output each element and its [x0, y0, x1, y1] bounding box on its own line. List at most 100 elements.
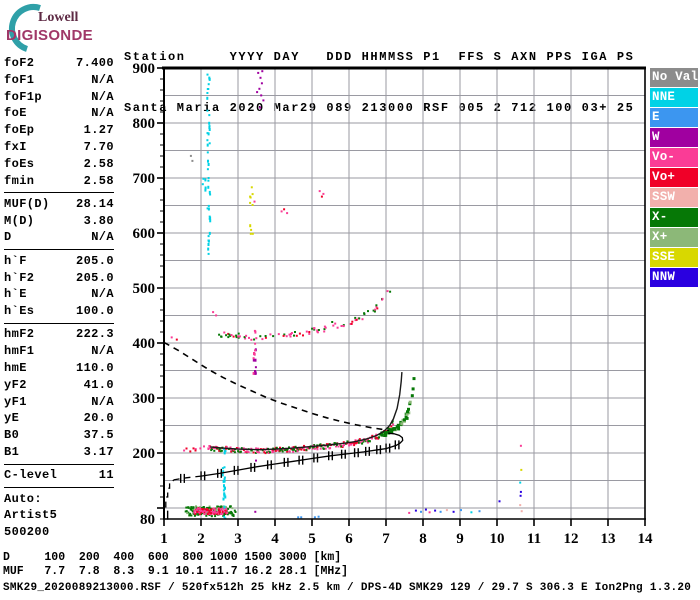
param-value: 37.5: [83, 428, 114, 443]
param-value: 1.27: [83, 123, 114, 138]
param-row-yF1: yF1 N/A: [4, 395, 114, 412]
lowell-digisonde-logo: Lowell DIGISONDE: [2, 2, 117, 54]
param-name: foF1p: [4, 89, 43, 104]
x-tick-label: 7: [382, 531, 390, 547]
param-value: N/A: [91, 344, 114, 359]
param-name: Artist5: [4, 508, 58, 523]
param-row-Auto: Auto:: [4, 492, 114, 509]
x-tick-label: 1: [160, 531, 168, 547]
grid-lines: [164, 68, 645, 519]
param-name: hmF2: [4, 327, 35, 342]
param-row-hmE: hmE 110.0: [4, 361, 114, 378]
legend-item-Vo-: Vo-: [650, 148, 698, 167]
param-row-Clevel: C-level 11: [4, 468, 114, 485]
x-tick-label: 11: [527, 531, 541, 547]
param-row-foF2: foF2 7.400: [4, 56, 114, 73]
param-divider: [4, 322, 114, 324]
legend-item-SSE: SSE: [650, 248, 698, 267]
param-row-hF: h`F 205.0: [4, 254, 114, 271]
x-tick-label: 3: [234, 531, 242, 547]
param-row-yF2: yF2 41.0: [4, 378, 114, 395]
param-name: M(D): [4, 213, 35, 228]
curve-transmission-curve-start: [173, 475, 202, 481]
param-row-hE: h`E N/A: [4, 287, 114, 304]
y-tick-label: 300: [133, 391, 156, 407]
param-value: 2.58: [83, 173, 114, 188]
x-tick-label: 8: [419, 531, 427, 547]
param-row-fmin: fmin 2.58: [4, 174, 114, 191]
param-value: 205.0: [75, 253, 114, 268]
param-value: N/A: [91, 72, 114, 87]
header-field-labels: Station YYYY DAY DDD HHMMSS P1 FFS S AXN…: [124, 50, 635, 64]
param-name: yF1: [4, 394, 27, 409]
param-name: foEs: [4, 156, 35, 171]
y-tick-label: 80: [140, 512, 155, 528]
status-line: SMK29_2020089213000.RSF / 520fx512h 25 k…: [3, 582, 692, 594]
legend-item-E: E: [650, 108, 698, 127]
param-value: 41.0: [83, 377, 114, 392]
param-value: 7.400: [75, 56, 114, 70]
param-value: N/A: [91, 287, 114, 302]
param-name: D: [4, 230, 12, 245]
curve-o-model-line: [210, 372, 403, 451]
station-header: Station YYYY DAY DDD HHMMSS P1 FFS S AXN…: [124, 15, 634, 151]
header-field-values: Santa Maria 2020 Mar29 089 213000 RSF 00…: [124, 101, 635, 115]
y-tick-label: 400: [133, 336, 156, 352]
y-tick-label: 900: [133, 61, 156, 77]
param-value: N/A: [91, 230, 114, 245]
x-tick-label: 9: [456, 531, 464, 547]
param-row-hEs: h`Es 100.0: [4, 304, 114, 321]
param-row-yE: yE 20.0: [4, 411, 114, 428]
y-tick-label: 200: [133, 446, 156, 462]
param-name: h`F: [4, 253, 27, 268]
param-row-fxI: fxI 7.70: [4, 140, 114, 157]
y-tick-label: 700: [133, 171, 156, 187]
param-divider: [4, 463, 114, 465]
param-value: 28.14: [75, 196, 114, 211]
param-row-Artist5: Artist5: [4, 508, 114, 525]
param-name: yE: [4, 411, 20, 426]
d-muf-table: D 100 200 400 600 800 1000 1500 3000 [km…: [3, 551, 349, 578]
param-value: 2.58: [83, 156, 114, 171]
param-value: N/A: [91, 394, 114, 409]
logo-arc-icon: [9, 4, 41, 52]
param-name: h`E: [4, 287, 27, 302]
param-name: h`Es: [4, 304, 35, 319]
param-name: fxI: [4, 139, 27, 154]
param-value: 110.0: [75, 361, 114, 376]
param-name: yF2: [4, 377, 27, 392]
noise-layer: [170, 70, 523, 520]
echo-dots-layer: [170, 70, 523, 520]
x-tick-label: 10: [490, 531, 505, 547]
logo-digisonde-text: DIGISONDE: [6, 27, 93, 44]
param-value: 3.80: [83, 213, 114, 228]
param-row-hmF1: hmF1 N/A: [4, 344, 114, 361]
param-name: foEp: [4, 123, 35, 138]
param-value: 20.0: [83, 411, 114, 426]
parameter-panel: foF2 7.400 foF1 N/A foF1p N/A foE N/A foEp 1.27 fx…: [4, 56, 114, 542]
curve-profile-curve: [163, 341, 390, 432]
param-row-500200: 500200: [4, 525, 114, 542]
param-name: hmE: [4, 361, 27, 376]
param-name: h`F2: [4, 270, 35, 285]
param-name: fmin: [4, 173, 35, 188]
param-row-B1: B1 3.17: [4, 445, 114, 462]
legend-item-X+: X+: [650, 228, 698, 247]
trace-f-second-hop: [218, 290, 392, 341]
model-curves: [163, 341, 404, 517]
param-row-foF1p: foF1p N/A: [4, 90, 114, 107]
x-tick-label: 14: [638, 531, 654, 547]
param-name: hmF1: [4, 344, 35, 359]
param-row-MUFD: MUF(D) 28.14: [4, 197, 114, 214]
param-value: 100.0: [75, 304, 114, 319]
param-value: 222.3: [75, 327, 114, 342]
trace-f-trace-leading: [183, 445, 212, 453]
param-row-foF1: foF1 N/A: [4, 73, 114, 90]
param-row-foE: foE N/A: [4, 106, 114, 123]
param-name: B1: [4, 445, 20, 460]
param-value: N/A: [91, 89, 114, 104]
param-value: 7.70: [83, 139, 114, 154]
